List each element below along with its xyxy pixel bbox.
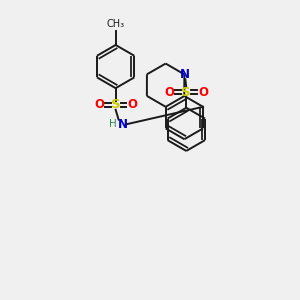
- Text: O: O: [127, 98, 137, 111]
- Text: N: N: [180, 68, 190, 81]
- Text: S: S: [182, 85, 191, 99]
- Text: CH₃: CH₃: [106, 19, 125, 29]
- Text: S: S: [111, 98, 121, 111]
- Text: H: H: [109, 119, 117, 130]
- Text: O: O: [165, 85, 175, 99]
- Text: O: O: [94, 98, 104, 111]
- Text: N: N: [118, 118, 128, 131]
- Text: O: O: [198, 85, 208, 99]
